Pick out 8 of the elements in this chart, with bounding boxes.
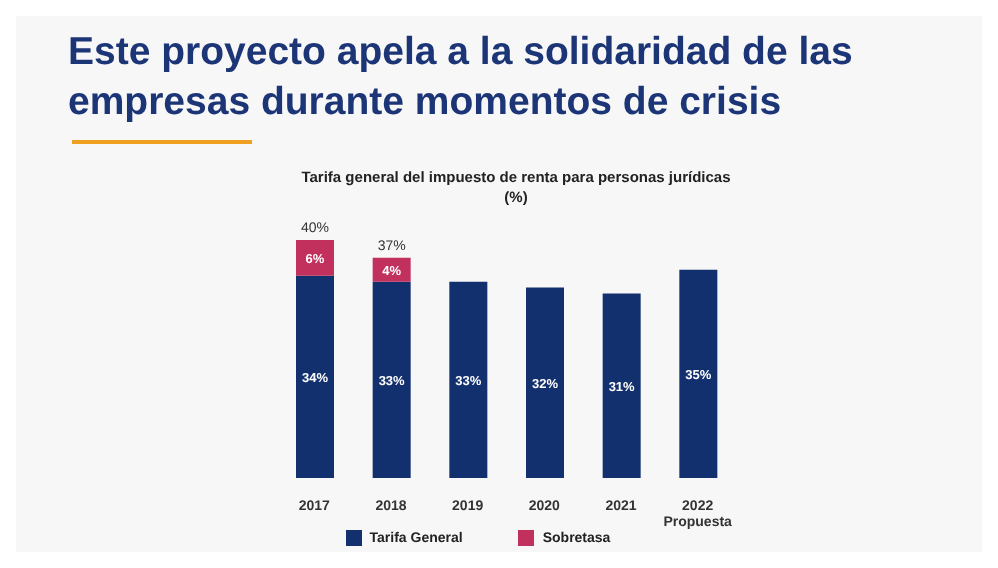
bar	[296, 240, 334, 276]
bar	[296, 275, 334, 478]
bar	[602, 293, 641, 478]
chart-title: Este proyecto apela a la solidaridad de las empresas durante momentos de crisis	[68, 28, 855, 128]
bar	[679, 269, 718, 478]
bar	[526, 287, 564, 478]
bar	[449, 281, 488, 478]
bar	[372, 281, 411, 478]
